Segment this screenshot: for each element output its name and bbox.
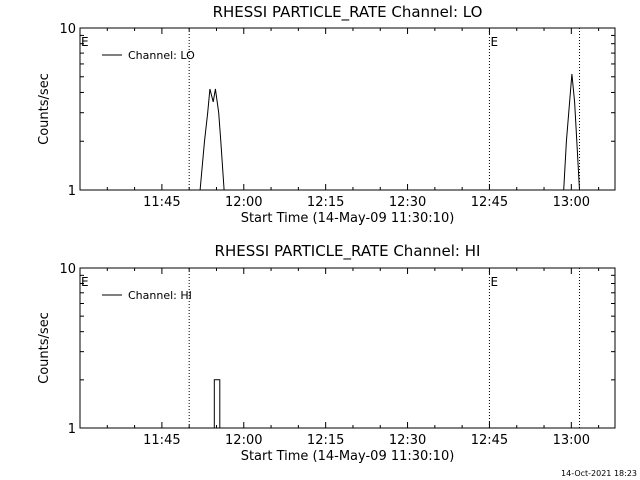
panel2-event-marker: E [81, 275, 89, 289]
panel2-x-tick-label: 12:00 [225, 433, 262, 448]
panel1-event-marker: E [81, 35, 89, 49]
panel1-x-tick-label: 13:00 [553, 195, 590, 210]
panel1-series-line [199, 88, 225, 191]
panel2-event-marker: E [490, 275, 498, 289]
panel2-y-tick-label: 10 [59, 262, 76, 277]
panel2-y-axis-label: Counts/sec [37, 312, 52, 384]
panel2-y-tick-label: 1 [68, 422, 76, 437]
panel1-y-axis-label: Counts/sec [37, 73, 52, 145]
panel1-x-tick-label: 12:15 [307, 195, 344, 210]
panel1-event-marker: E [490, 35, 498, 49]
panel1-title: RHESSI PARTICLE_RATE Channel: LO [213, 3, 483, 22]
panel2-title: RHESSI PARTICLE_RATE Channel: HI [215, 242, 481, 261]
panel1-y-tick-label: 1 [68, 184, 76, 199]
panel2-legend-entry: Channel: HI [128, 289, 192, 302]
panel2-x-tick-label: 12:45 [471, 433, 508, 448]
panel2-series-line [213, 379, 221, 428]
panel1-x-tick-label: 12:00 [225, 195, 262, 210]
panel1-x-axis-label: Start Time (14-May-09 11:30:10) [241, 211, 455, 226]
panel2-plot-frame [79, 267, 616, 429]
panel1-legend-entry: Channel: LO [128, 49, 195, 62]
panel2-x-tick-label: 11:45 [143, 433, 180, 448]
timestamp: 14-Oct-2021 18:23 [561, 469, 637, 478]
panel1-plot-frame [79, 27, 616, 191]
panel1-x-tick-label: 12:45 [471, 195, 508, 210]
panel1-x-tick-label: 12:30 [389, 195, 426, 210]
panel2-x-tick-label: 12:30 [389, 433, 426, 448]
panel1-y-tick-label: 10 [59, 22, 76, 37]
panel2-x-tick-label: 12:15 [307, 433, 344, 448]
panel2-x-axis-label: Start Time (14-May-09 11:30:10) [241, 449, 455, 464]
panel2-x-tick-label: 13:00 [553, 433, 590, 448]
panel1-series-line [563, 73, 580, 191]
panel1-x-tick-label: 11:45 [143, 195, 180, 210]
